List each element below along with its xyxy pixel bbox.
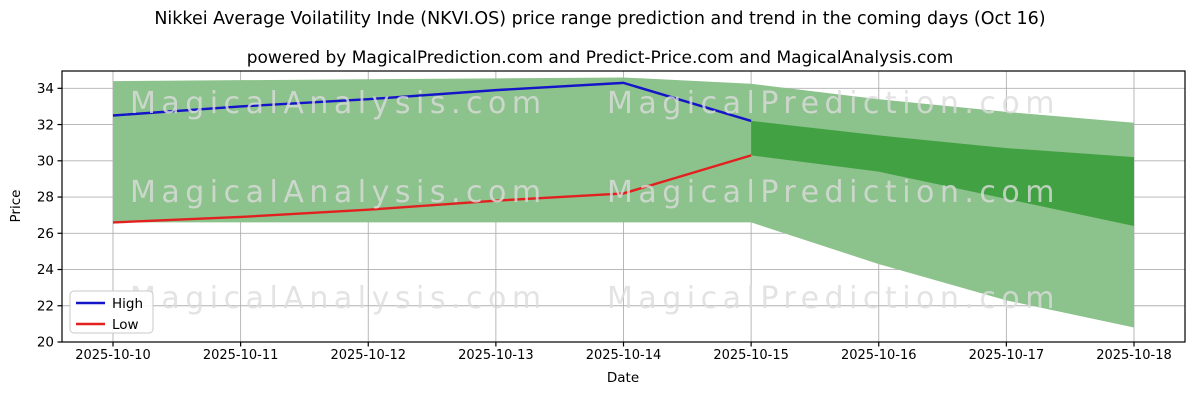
watermark-text: MagicalAnalysis.com	[130, 281, 547, 316]
x-tick-label: 2025-10-14	[586, 348, 662, 363]
y-tick-label: 32	[37, 117, 54, 133]
watermark-text: MagicalAnalysis.com	[130, 175, 547, 210]
chart-title: Nikkei Average Voilatility Inde (NKVI.OS…	[154, 9, 1046, 29]
legend-label-high: High	[112, 296, 143, 312]
x-tick-label: 2025-10-16	[841, 348, 917, 363]
y-tick-label: 28	[37, 190, 54, 206]
y-axis-label: Price	[8, 190, 24, 223]
y-tick-label: 26	[37, 226, 54, 242]
watermark-text: MagicalPrediction.com	[607, 281, 1060, 316]
y-tick-label: 22	[37, 298, 54, 314]
chart-subtitle: powered by MagicalPrediction.com and Pre…	[246, 48, 954, 68]
x-tick-label: 2025-10-17	[969, 348, 1045, 363]
x-tick-label: 2025-10-11	[203, 348, 279, 363]
y-tick-label: 30	[37, 154, 54, 170]
watermark-text: MagicalPrediction.com	[607, 175, 1060, 210]
watermark-text: MagicalAnalysis.com	[130, 86, 547, 121]
x-tick-label: 2025-10-10	[75, 348, 151, 363]
x-axis-label: Date	[607, 370, 639, 386]
y-tick-label: 20	[37, 335, 54, 351]
legend-box	[69, 290, 154, 334]
x-tick-label: 2025-10-12	[330, 348, 406, 363]
high-line	[112, 81, 752, 123]
y-tick-label: 24	[37, 262, 54, 278]
y-tick-label: 34	[37, 81, 54, 97]
low-line	[112, 154, 752, 224]
prediction-range-inner	[751, 120, 1134, 227]
x-tick-label: 2025-10-13	[458, 348, 534, 363]
x-tick-label: 2025-10-15	[713, 348, 789, 363]
x-tick-label: 2025-10-18	[1096, 348, 1172, 363]
legend-label-low: Low	[112, 317, 139, 333]
watermark-text: MagicalPrediction.com	[607, 86, 1060, 121]
